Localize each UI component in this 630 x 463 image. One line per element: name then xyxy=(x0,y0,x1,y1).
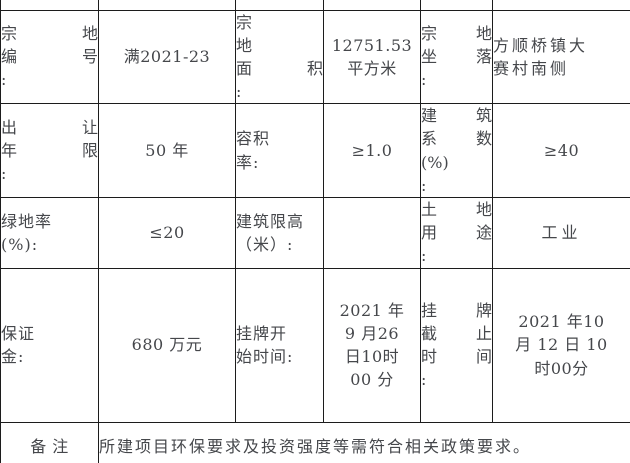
partial-cell xyxy=(492,0,630,11)
listing-start-time-label: 挂牌开 始时间: xyxy=(235,267,324,423)
listing-end-time-value: 2021 年10 月 12 日 10 时00分 xyxy=(492,267,630,423)
partial-cell xyxy=(420,0,493,11)
green-rate-value: ≤20 xyxy=(98,197,236,269)
parcel-location-value: 方顺桥镇大 赛村南侧 xyxy=(492,9,630,105)
partial-cell xyxy=(323,0,421,11)
plot-ratio-value: ≥1.0 xyxy=(323,103,421,198)
deposit-label: 保证 金: xyxy=(0,267,99,423)
parcel-id-value: 满2021-23 xyxy=(98,9,236,105)
height-limit-label: 建筑限高 （米）: xyxy=(235,197,324,269)
listing-start-time-value: 2021 年 9 月26 日10时 00 分 xyxy=(323,267,421,423)
parcel-area-value: 12751.53 平方米 xyxy=(323,9,421,105)
green-rate-label: 绿地率 (%): xyxy=(0,197,99,269)
listing-end-time-label: 挂牌 截止 时间 : xyxy=(420,267,493,423)
plot-ratio-label: 容积 率: xyxy=(235,103,324,198)
grant-term-value: 50 年 xyxy=(98,103,236,198)
remark-text: 所建项目环保要求及投资强度等需符合相关政策要求。 xyxy=(98,421,630,463)
partial-cell xyxy=(0,0,99,11)
table-row: 绿地率 (%): ≤20 建筑限高 （米）: 土地 用 途 : 工业 xyxy=(0,197,630,269)
building-coefficient-label: 建 筑 系 数 (%) : xyxy=(420,103,493,198)
table-row: 出 让 年 限 : 50 年 容积 率: ≥1.0 建 筑 系 数 (%) : … xyxy=(0,103,630,198)
land-use-value: 工业 xyxy=(492,197,630,269)
table-row-partial-top xyxy=(0,0,630,11)
table-row: 保证 金: 680 万元 挂牌开 始时间: 2021 年 9 月26 日10时 … xyxy=(0,267,630,423)
land-use-label: 土地 用 途 : xyxy=(420,197,493,269)
parcel-id-label: 宗 地 编 号 : xyxy=(0,9,99,105)
building-coefficient-value: ≥40 xyxy=(492,103,630,198)
table-row-remark: 备 注 所建项目环保要求及投资强度等需符合相关政策要求。 xyxy=(0,421,630,463)
parcel-location-label: 宗 地 坐 落 : xyxy=(420,9,493,105)
remark-label: 备 注 xyxy=(0,421,99,463)
grant-term-label: 出 让 年 限 : xyxy=(0,103,99,198)
deposit-value: 680 万元 xyxy=(98,267,236,423)
partial-cell xyxy=(235,0,324,11)
parcel-area-label: 宗 地 面 积 : xyxy=(235,9,324,105)
height-limit-value xyxy=(323,197,421,269)
partial-cell xyxy=(98,0,236,11)
table-row: 宗 地 编 号 : 满2021-23 宗 地 面 积 : 12751.53 平方… xyxy=(0,9,630,105)
